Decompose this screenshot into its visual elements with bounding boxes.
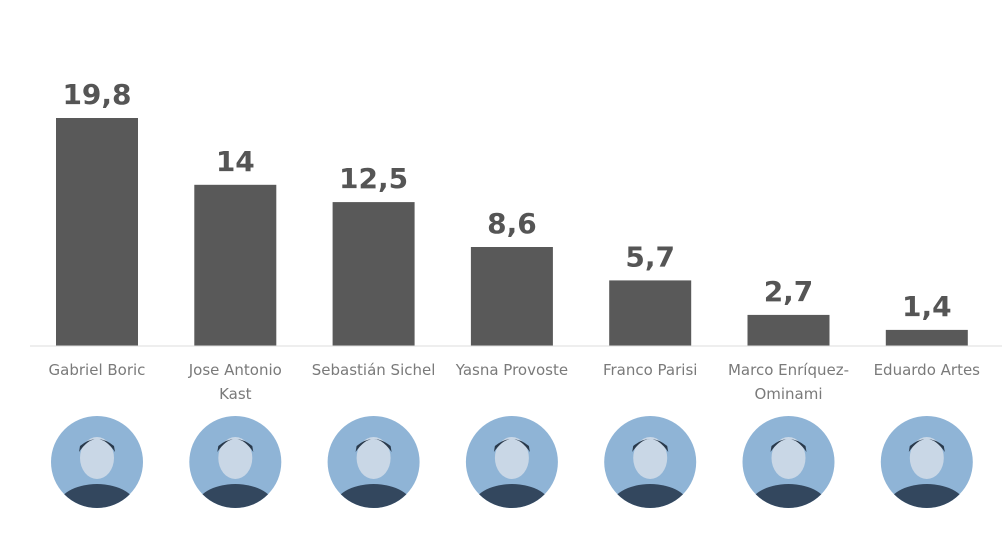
bar bbox=[747, 314, 830, 346]
portrait-shoulders bbox=[195, 484, 276, 508]
category-label: Kast bbox=[219, 385, 252, 403]
portrait-hair bbox=[632, 439, 669, 452]
portrait-face bbox=[909, 437, 944, 479]
portrait-face bbox=[80, 437, 114, 479]
portrait-icon bbox=[327, 416, 420, 508]
portrait-face bbox=[494, 437, 529, 479]
bar bbox=[470, 247, 553, 346]
portrait-hair bbox=[79, 439, 115, 452]
category-label: Franco Parisi bbox=[603, 361, 697, 379]
portrait-icon bbox=[465, 416, 558, 508]
portrait-face bbox=[356, 437, 391, 479]
category-labels-group: 19,8 Gabriel Boric 14 Jose Antonio Kast 12,5 S… bbox=[49, 78, 981, 403]
portrait-icon bbox=[189, 416, 282, 508]
portrait-shoulders bbox=[610, 484, 691, 508]
bar-value-label: 1,4 bbox=[902, 290, 952, 323]
portrait-hair bbox=[908, 439, 945, 452]
category-label: Gabriel Boric bbox=[49, 361, 146, 379]
category-label: Yasna Provoste bbox=[455, 361, 568, 379]
category-label: Ominami bbox=[754, 385, 822, 403]
portrait-face bbox=[633, 437, 668, 479]
bar-value-label: 5,7 bbox=[625, 240, 675, 273]
bar-value-label: 12,5 bbox=[339, 162, 408, 195]
portrait-hair bbox=[217, 439, 254, 452]
portrait-hair bbox=[493, 439, 530, 452]
bar-value-label: 14 bbox=[216, 145, 255, 178]
portrait-hair bbox=[355, 439, 392, 452]
portrait-shoulders bbox=[57, 484, 137, 508]
category-label: Marco Enríquez- bbox=[728, 361, 849, 379]
category-label: Jose Antonio bbox=[188, 361, 282, 379]
bar bbox=[885, 329, 968, 346]
bar-value-label: 2,7 bbox=[764, 275, 814, 308]
portrait-shoulders bbox=[333, 484, 414, 508]
category-label: Eduardo Artes bbox=[874, 361, 981, 379]
bars-group bbox=[56, 118, 968, 346]
bar bbox=[56, 118, 138, 346]
portrait-shoulders bbox=[471, 484, 552, 508]
portrait-shoulders bbox=[748, 484, 829, 508]
portrait-icon bbox=[604, 416, 697, 508]
bar-value-label: 19,8 bbox=[62, 78, 131, 111]
portrait-shoulders bbox=[886, 484, 967, 508]
portrait-icon bbox=[742, 416, 835, 508]
category-label: Sebastián Sichel bbox=[312, 361, 436, 379]
portrait-icon bbox=[51, 416, 143, 508]
portrait-icon bbox=[880, 416, 973, 508]
portrait-face bbox=[771, 437, 806, 479]
portrait-hair bbox=[770, 439, 807, 452]
bar-value-label: 8,6 bbox=[487, 207, 537, 240]
portraits-group bbox=[51, 416, 973, 508]
portrait-face bbox=[218, 437, 253, 479]
bar bbox=[332, 202, 415, 346]
bar bbox=[609, 280, 692, 346]
bar bbox=[194, 184, 277, 346]
